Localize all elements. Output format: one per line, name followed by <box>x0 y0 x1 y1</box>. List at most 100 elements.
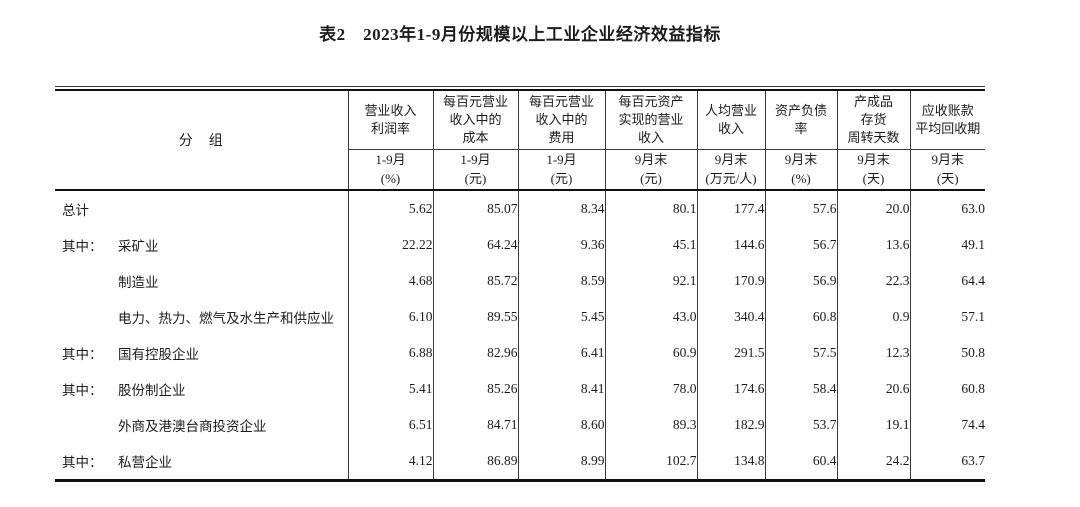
value-cell: 170.9 <box>696 263 765 299</box>
col-header-profit-rate: 营业收入 利润率 <box>347 90 433 150</box>
table-body: 总计 5.62 85.07 8.34 80.1 177.4 57.6 20.0 … <box>55 190 985 481</box>
value-cell: 8.60 <box>517 407 605 443</box>
col-header-revenue-per-100-assets: 每百元资产 实现的营业 收入 <box>604 90 697 150</box>
table-row-private: 其中： 私营企业 4.12 86.89 8.99 102.7 134.8 60.4… <box>55 443 985 481</box>
row-label-cell: 外商及港澳台商投资企业 <box>55 407 348 443</box>
value-cell: 4.12 <box>347 443 433 481</box>
row-label-cell: 其中： 国有控股企业 <box>55 335 348 371</box>
value-cell: 174.6 <box>696 371 765 407</box>
value-cell: 60.9 <box>604 335 697 371</box>
value-cell: 4.68 <box>347 263 433 299</box>
value-cell: 9.36 <box>517 227 605 263</box>
col-header-receivables-collection-period: 应收账款 平均回收期 <box>909 90 985 150</box>
value-cell: 80.1 <box>604 190 697 227</box>
value-cell: 85.72 <box>432 263 518 299</box>
value-cell: 177.4 <box>696 190 765 227</box>
row-label: 制造业 <box>118 275 159 290</box>
value-cell: 24.2 <box>836 443 910 481</box>
value-cell: 74.4 <box>909 407 985 443</box>
value-cell: 89.3 <box>604 407 697 443</box>
statistics-table: 分 组 营业收入 利润率 每百元营业 收入中的 成本 每百元营业 收入中的 费用… <box>55 89 985 482</box>
value-cell: 53.7 <box>764 407 837 443</box>
table-row-share-holding: 其中： 股份制企业 5.41 85.26 8.41 78.0 174.6 58.4… <box>55 371 985 407</box>
row-label-cell: 其中： 股份制企业 <box>55 371 348 407</box>
row-label-cell: 电力、热力、燃气及水生产和供应业 <box>55 299 348 335</box>
row-label-prefix: 其中： <box>62 347 103 362</box>
value-cell: 5.45 <box>517 299 605 335</box>
subheader-inventory-days: 9月末 (天) <box>836 149 910 190</box>
table-header: 分 组 营业收入 利润率 每百元营业 收入中的 成本 每百元营业 收入中的 费用… <box>55 90 985 190</box>
value-cell: 102.7 <box>604 443 697 481</box>
subheader-profit-rate: 1-9月 (%) <box>347 149 433 190</box>
row-label: 国有控股企业 <box>118 347 199 362</box>
table-row-utilities: 电力、热力、燃气及水生产和供应业 6.10 89.55 5.45 43.0 34… <box>55 299 985 335</box>
value-cell: 5.41 <box>347 371 433 407</box>
value-cell: 22.3 <box>836 263 910 299</box>
row-label: 私营企业 <box>118 455 172 470</box>
table-row-total: 总计 5.62 85.07 8.34 80.1 177.4 57.6 20.0 … <box>55 190 985 227</box>
row-label-prefix: 其中： <box>62 239 103 254</box>
value-cell: 8.99 <box>517 443 605 481</box>
value-cell: 6.10 <box>347 299 433 335</box>
subheader-revenue-per-capita: 9月末 (万元/人) <box>696 149 765 190</box>
subheader-cost: 1-9月 (元) <box>432 149 518 190</box>
value-cell: 5.62 <box>347 190 433 227</box>
col-header-expense-per-100-revenue: 每百元营业 收入中的 费用 <box>517 90 605 150</box>
value-cell: 8.59 <box>517 263 605 299</box>
col-header-asset-liability-ratio: 资产负债 率 <box>764 90 837 150</box>
value-cell: 60.4 <box>764 443 837 481</box>
value-cell: 50.8 <box>909 335 985 371</box>
value-cell: 89.55 <box>432 299 518 335</box>
row-label: 股份制企业 <box>118 383 186 398</box>
value-cell: 6.41 <box>517 335 605 371</box>
value-cell: 45.1 <box>604 227 697 263</box>
value-cell: 85.26 <box>432 371 518 407</box>
row-label-cell: 其中： 采矿业 <box>55 227 348 263</box>
value-cell: 144.6 <box>696 227 765 263</box>
subheader-revenue-per-assets: 9月末 (元) <box>604 149 697 190</box>
value-cell: 8.34 <box>517 190 605 227</box>
row-label-cell: 其中： 私营企业 <box>55 443 348 481</box>
value-cell: 60.8 <box>909 371 985 407</box>
value-cell: 19.1 <box>836 407 910 443</box>
page-title: 表2 2023年1-9月份规模以上工业企业经济效益指标 <box>319 25 721 44</box>
value-cell: 78.0 <box>604 371 697 407</box>
value-cell: 340.4 <box>696 299 765 335</box>
row-label-prefix: 其中： <box>62 455 103 470</box>
value-cell: 0.9 <box>836 299 910 335</box>
value-cell: 57.1 <box>909 299 985 335</box>
header-row-period-unit: 1-9月 (%) 1-9月 (元) 1-9月 (元) 9月末 (元) 9月末 (万元/人)… <box>55 149 985 190</box>
value-cell: 6.51 <box>347 407 433 443</box>
row-label-cell: 总计 <box>55 190 348 227</box>
value-cell: 22.22 <box>347 227 433 263</box>
table-row-foreign-invested: 外商及港澳台商投资企业 6.51 84.71 8.60 89.3 182.9 5… <box>55 407 985 443</box>
value-cell: 13.6 <box>836 227 910 263</box>
value-cell: 56.7 <box>764 227 837 263</box>
value-cell: 84.71 <box>432 407 518 443</box>
value-cell: 12.3 <box>836 335 910 371</box>
row-label-prefix: 其中： <box>62 383 103 398</box>
value-cell: 182.9 <box>696 407 765 443</box>
row-label: 外商及港澳台商投资企业 <box>118 419 267 434</box>
value-cell: 57.6 <box>764 190 837 227</box>
value-cell: 63.0 <box>909 190 985 227</box>
value-cell: 92.1 <box>604 263 697 299</box>
row-label: 采矿业 <box>118 239 159 254</box>
col-header-revenue-per-capita: 人均营业 收入 <box>696 90 765 150</box>
value-cell: 85.07 <box>432 190 518 227</box>
value-cell: 58.4 <box>764 371 837 407</box>
table-row-mining: 其中： 采矿业 22.22 64.24 9.36 45.1 144.6 56.7 … <box>55 227 985 263</box>
col-header-inventory-turnover-days: 产成品 存货 周转天数 <box>836 90 910 150</box>
table-row-manufacturing: 制造业 4.68 85.72 8.59 92.1 170.9 56.9 22.3… <box>55 263 985 299</box>
row-label: 总计 <box>62 203 89 218</box>
value-cell: 57.5 <box>764 335 837 371</box>
subheader-expense: 1-9月 (元) <box>517 149 605 190</box>
col-header-cost-per-100-revenue: 每百元营业 收入中的 成本 <box>432 90 518 150</box>
value-cell: 82.96 <box>432 335 518 371</box>
row-label-cell: 制造业 <box>55 263 348 299</box>
value-cell: 20.6 <box>836 371 910 407</box>
header-row-groups: 分 组 营业收入 利润率 每百元营业 收入中的 成本 每百元营业 收入中的 费用… <box>55 90 985 150</box>
row-label: 电力、热力、燃气及水生产和供应业 <box>118 311 334 326</box>
value-cell: 86.89 <box>432 443 518 481</box>
